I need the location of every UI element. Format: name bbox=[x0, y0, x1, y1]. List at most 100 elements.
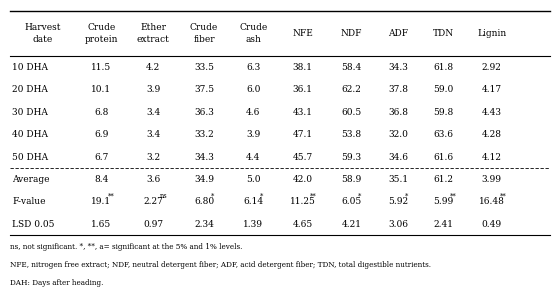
Text: 8.4: 8.4 bbox=[95, 175, 108, 184]
Text: 60.5: 60.5 bbox=[342, 108, 362, 117]
Text: NFE: NFE bbox=[292, 29, 313, 38]
Text: 59.0: 59.0 bbox=[434, 85, 453, 94]
Text: **: ** bbox=[499, 192, 506, 200]
Text: 38.1: 38.1 bbox=[293, 63, 312, 72]
Text: *: * bbox=[405, 192, 408, 200]
Text: Crude
fiber: Crude fiber bbox=[190, 23, 218, 44]
Text: 2.34: 2.34 bbox=[194, 220, 214, 229]
Text: 36.3: 36.3 bbox=[194, 108, 214, 117]
Text: 62.2: 62.2 bbox=[342, 85, 362, 94]
Text: 4.4: 4.4 bbox=[246, 153, 260, 161]
Text: 30 DHA: 30 DHA bbox=[12, 108, 48, 117]
Text: 3.4: 3.4 bbox=[146, 130, 160, 139]
Text: 2.92: 2.92 bbox=[482, 63, 502, 72]
Text: 6.0: 6.0 bbox=[246, 85, 260, 94]
Text: 6.8: 6.8 bbox=[95, 108, 108, 117]
Text: 36.1: 36.1 bbox=[293, 85, 312, 94]
Text: **: ** bbox=[310, 192, 317, 200]
Text: 59.3: 59.3 bbox=[342, 153, 362, 161]
Text: 61.6: 61.6 bbox=[434, 153, 453, 161]
Text: 4.43: 4.43 bbox=[482, 108, 502, 117]
Text: 61.8: 61.8 bbox=[434, 63, 453, 72]
Text: ns: ns bbox=[160, 192, 167, 200]
Text: 53.8: 53.8 bbox=[342, 130, 362, 139]
Text: 32.0: 32.0 bbox=[388, 130, 408, 139]
Text: 11.25: 11.25 bbox=[290, 197, 315, 206]
Text: 5.0: 5.0 bbox=[246, 175, 260, 184]
Text: NDF: NDF bbox=[341, 29, 362, 38]
Text: 6.7: 6.7 bbox=[95, 153, 108, 161]
Text: 2.41: 2.41 bbox=[434, 220, 453, 229]
Text: **: ** bbox=[108, 192, 114, 200]
Text: 5.99: 5.99 bbox=[434, 197, 453, 206]
Text: 36.8: 36.8 bbox=[388, 108, 408, 117]
Text: 34.6: 34.6 bbox=[388, 153, 408, 161]
Text: 3.06: 3.06 bbox=[388, 220, 408, 229]
Text: 11.5: 11.5 bbox=[91, 63, 112, 72]
Text: 33.5: 33.5 bbox=[194, 63, 214, 72]
Text: 58.4: 58.4 bbox=[342, 63, 362, 72]
Text: TDN: TDN bbox=[433, 29, 454, 38]
Text: F-value: F-value bbox=[12, 197, 46, 206]
Text: *: * bbox=[211, 192, 214, 200]
Text: 2.27: 2.27 bbox=[143, 197, 163, 206]
Text: Ether
extract: Ether extract bbox=[137, 23, 170, 44]
Text: 3.99: 3.99 bbox=[482, 175, 502, 184]
Text: 45.7: 45.7 bbox=[293, 153, 312, 161]
Text: Lignin: Lignin bbox=[477, 29, 506, 38]
Text: 3.9: 3.9 bbox=[246, 130, 260, 139]
Text: 4.17: 4.17 bbox=[482, 85, 502, 94]
Text: Crude
ash: Crude ash bbox=[239, 23, 268, 44]
Text: 35.1: 35.1 bbox=[388, 175, 408, 184]
Text: 4.2: 4.2 bbox=[146, 63, 160, 72]
Text: 6.9: 6.9 bbox=[95, 130, 108, 139]
Text: *: * bbox=[260, 192, 263, 200]
Text: 50 DHA: 50 DHA bbox=[12, 153, 48, 161]
Text: 0.97: 0.97 bbox=[143, 220, 163, 229]
Text: 10.1: 10.1 bbox=[91, 85, 112, 94]
Text: 10 DHA: 10 DHA bbox=[12, 63, 48, 72]
Text: 37.8: 37.8 bbox=[388, 85, 408, 94]
Text: 34.3: 34.3 bbox=[388, 63, 408, 72]
Text: 43.1: 43.1 bbox=[293, 108, 312, 117]
Text: LSD 0.05: LSD 0.05 bbox=[12, 220, 55, 229]
Text: 0.49: 0.49 bbox=[482, 220, 502, 229]
Text: Harvest
date: Harvest date bbox=[24, 23, 61, 44]
Text: 16.48: 16.48 bbox=[479, 197, 504, 206]
Text: 4.12: 4.12 bbox=[482, 153, 502, 161]
Text: 4.6: 4.6 bbox=[246, 108, 260, 117]
Text: 6.80: 6.80 bbox=[194, 197, 214, 206]
Text: 4.28: 4.28 bbox=[482, 130, 502, 139]
Text: 3.9: 3.9 bbox=[146, 85, 160, 94]
Text: 61.2: 61.2 bbox=[434, 175, 453, 184]
Text: 3.4: 3.4 bbox=[146, 108, 160, 117]
Text: 6.3: 6.3 bbox=[246, 63, 260, 72]
Text: 47.1: 47.1 bbox=[293, 130, 312, 139]
Text: *: * bbox=[358, 192, 362, 200]
Text: 34.9: 34.9 bbox=[194, 175, 214, 184]
Text: NFE, nitrogen free extract; NDF, neutral detergent fiber; ADF, acid detergent fi: NFE, nitrogen free extract; NDF, neutral… bbox=[10, 261, 431, 269]
Text: Crude
protein: Crude protein bbox=[85, 23, 118, 44]
Text: 40 DHA: 40 DHA bbox=[12, 130, 48, 139]
Text: 6.05: 6.05 bbox=[342, 197, 362, 206]
Text: 63.6: 63.6 bbox=[434, 130, 453, 139]
Text: 58.9: 58.9 bbox=[342, 175, 362, 184]
Text: 34.3: 34.3 bbox=[194, 153, 214, 161]
Text: 42.0: 42.0 bbox=[293, 175, 312, 184]
Text: 6.14: 6.14 bbox=[243, 197, 263, 206]
Text: Average: Average bbox=[12, 175, 50, 184]
Text: 37.5: 37.5 bbox=[194, 85, 214, 94]
Text: DAH: Days after heading.: DAH: Days after heading. bbox=[10, 279, 103, 287]
Text: 3.6: 3.6 bbox=[146, 175, 160, 184]
Text: **: ** bbox=[450, 192, 457, 200]
Text: 4.21: 4.21 bbox=[342, 220, 362, 229]
Text: 19.1: 19.1 bbox=[91, 197, 112, 206]
Text: ns, not significant. *, **, a= significant at the 5% and 1% levels.: ns, not significant. *, **, a= significa… bbox=[10, 243, 242, 251]
Text: 4.65: 4.65 bbox=[293, 220, 312, 229]
Text: 1.65: 1.65 bbox=[91, 220, 112, 229]
Text: 59.8: 59.8 bbox=[434, 108, 453, 117]
Text: ADF: ADF bbox=[388, 29, 408, 38]
Text: 5.92: 5.92 bbox=[388, 197, 408, 206]
Text: 1.39: 1.39 bbox=[243, 220, 263, 229]
Text: 33.2: 33.2 bbox=[194, 130, 214, 139]
